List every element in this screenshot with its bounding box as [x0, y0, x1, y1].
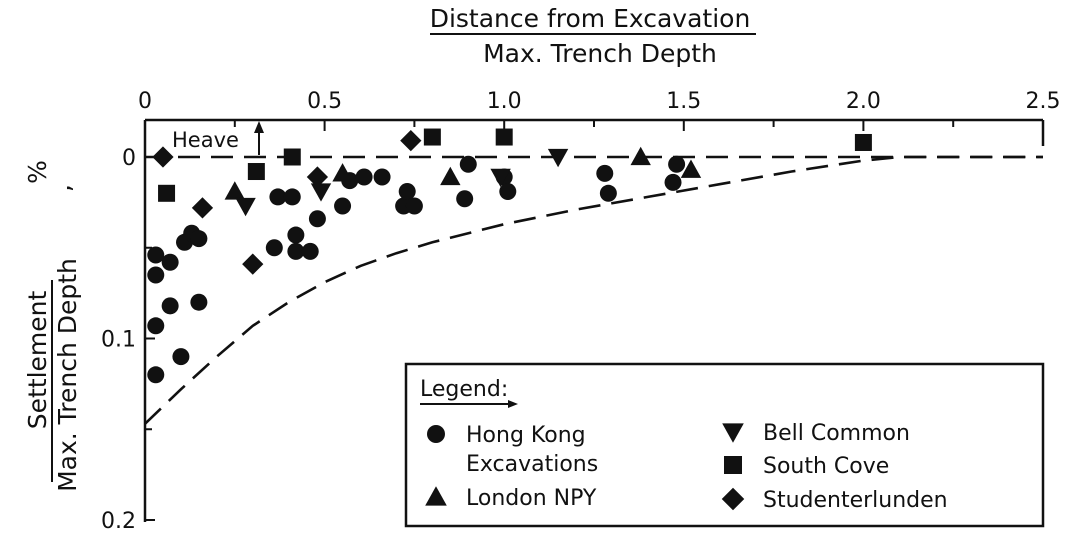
point-hong-kong-excavations: [459, 155, 477, 173]
y-tick-label: 0.1: [101, 328, 136, 353]
point-south-cove: [247, 163, 265, 181]
point-hong-kong-excavations: [172, 348, 190, 366]
point-hong-kong-excavations: [668, 155, 686, 173]
settlement-envelope-line: [144, 155, 1043, 425]
point-hong-kong-excavations: [161, 297, 179, 315]
point-south-cove: [854, 133, 872, 151]
point-studenterlunden: [191, 197, 214, 219]
legend-marker-triangle-down: [722, 423, 744, 443]
point-london-npy: [440, 166, 461, 186]
point-hong-kong-excavations: [355, 168, 373, 186]
y-tick-label: 0: [122, 146, 136, 171]
point-hong-kong-excavations: [265, 239, 283, 257]
legend-label-south-cove: South Cove: [763, 454, 889, 479]
legend-title-arrowhead: [508, 400, 518, 408]
point-hong-kong-excavations: [334, 197, 352, 215]
y-tick-label: 0.2: [101, 509, 136, 534]
x-tick-label: 2.5: [1026, 89, 1061, 114]
legend-markers: [425, 423, 745, 511]
point-london-npy: [630, 146, 651, 166]
legend-marker-circle: [427, 425, 445, 443]
point-hong-kong-excavations: [161, 253, 179, 271]
y-axis-label-numerator: Settlement: [23, 291, 52, 430]
x-tick-label: 0.5: [307, 89, 342, 114]
point-hong-kong-excavations: [599, 184, 617, 202]
point-bell-common: [310, 183, 332, 202]
point-bell-common: [235, 197, 256, 217]
point-london-npy: [680, 159, 702, 178]
point-hong-kong-excavations: [308, 210, 326, 228]
point-hong-kong-excavations: [456, 190, 474, 208]
point-hong-kong-excavations: [269, 188, 287, 206]
x-tick-label: 1.5: [666, 89, 701, 114]
point-hong-kong-excavations: [499, 182, 517, 200]
point-studenterlunden: [306, 166, 329, 188]
point-hong-kong-excavations: [190, 293, 208, 311]
y-axis-label-comma: ,: [47, 184, 76, 192]
point-hong-kong-excavations: [287, 242, 305, 260]
x-tick-label: 2.0: [846, 89, 881, 114]
data-points: [147, 128, 872, 384]
heave-arrow-head: [254, 121, 264, 133]
y-axis-label-denominator: Max. Trench Depth: [53, 258, 82, 492]
heave-label: Heave: [172, 128, 239, 152]
point-studenterlunden: [400, 130, 422, 152]
legend-label-hong-kong-line1: Hong Kong: [466, 423, 586, 448]
point-hong-kong-excavations: [147, 317, 165, 335]
legend: Legend: Hong Kong Excavations London NPY…: [404, 362, 1045, 528]
point-hong-kong-excavations: [301, 242, 319, 260]
point-hong-kong-excavations: [147, 266, 165, 284]
point-london-npy: [332, 163, 353, 182]
point-hong-kong-excavations: [398, 182, 416, 200]
point-hong-kong-excavations: [664, 173, 682, 191]
point-hong-kong-excavations: [596, 164, 614, 182]
x-axis-label-numerator: Distance from Excavation: [430, 4, 751, 33]
x-tick-label: 1.0: [487, 89, 522, 114]
point-hong-kong-excavations: [147, 246, 165, 264]
legend-marker-triangle-up: [425, 486, 447, 506]
point-studenterlunden: [152, 146, 174, 168]
point-hong-kong-excavations: [283, 188, 301, 206]
point-studenterlunden: [242, 253, 264, 275]
legend-marker-square: [724, 456, 742, 474]
legend-title: Legend:: [420, 377, 508, 402]
point-south-cove: [283, 148, 301, 166]
legend-label-bell-common: Bell Common: [763, 421, 910, 446]
point-hong-kong-excavations: [405, 197, 423, 215]
point-hong-kong-excavations: [190, 230, 208, 248]
point-hong-kong-excavations: [287, 226, 305, 244]
legend-label-london-npy: London NPY: [466, 486, 597, 511]
legend-label-hong-kong-line2: Excavations: [466, 452, 598, 477]
point-hong-kong-excavations: [147, 366, 165, 384]
point-south-cove: [423, 128, 441, 146]
point-hong-kong-excavations: [373, 168, 391, 186]
point-bell-common: [547, 148, 569, 168]
point-bell-common: [490, 168, 511, 188]
point-south-cove: [158, 184, 176, 202]
x-axis-label-denominator: Max. Trench Depth: [483, 39, 717, 68]
x-tick-label: 0: [138, 89, 152, 114]
legend-label-studenterlunden: Studenterlunden: [763, 488, 948, 513]
point-london-npy: [224, 181, 245, 200]
y-axis-label-unit: %: [23, 160, 52, 184]
legend-marker-diamond: [721, 487, 745, 511]
point-south-cove: [495, 128, 513, 146]
